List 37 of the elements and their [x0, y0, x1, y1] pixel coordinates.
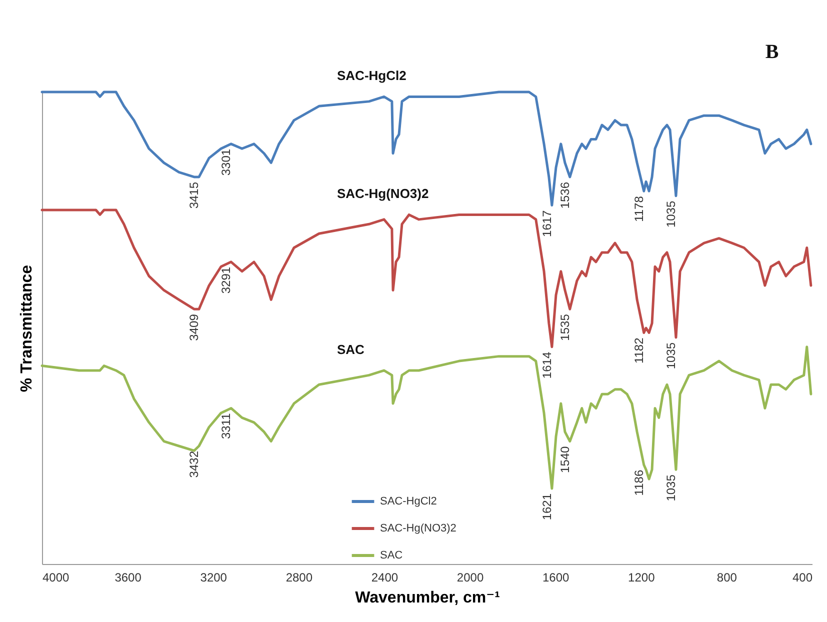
x-axis-title: Wavenumber, cm⁻¹ [355, 590, 500, 606]
annotation: 1182 [632, 337, 646, 364]
x-tick-label: 4000 [42, 570, 70, 584]
annotation: 1035 [664, 474, 678, 502]
text: B [765, 41, 779, 63]
annotation: 1614 [540, 352, 554, 379]
x-tick-label: 2800 [286, 570, 313, 584]
x-tick-label: 2000 [456, 570, 484, 584]
annotation: 3311 [219, 412, 234, 440]
text: SAC-HgCl2 [337, 68, 406, 83]
y-axis-title: % Transmittance [18, 264, 36, 392]
legend-label: SAC-Hg(NO3)2 [380, 522, 456, 534]
x-tick-label: 1200 [628, 570, 656, 584]
annotation: 3291 [219, 266, 234, 294]
annotation: 1035 [664, 200, 678, 228]
annotation: 3415 [186, 182, 201, 209]
x-tick-label: 3200 [200, 570, 228, 584]
annotation: 1035 [664, 342, 678, 370]
annotation: 3409 [186, 314, 201, 341]
annotation: 1540 [558, 446, 572, 473]
legend-label: SAC [380, 549, 403, 562]
annotation: 1178 [632, 196, 646, 222]
legend-label: SAC-HgCl2 [380, 495, 437, 508]
annotation: 1617 [540, 210, 554, 237]
x-tick-label: 1600 [542, 570, 570, 584]
annotation: 1536 [558, 182, 572, 209]
annotation: 3432 [186, 450, 201, 478]
annotation: 1621 [540, 493, 554, 520]
x-tick-label: 3600 [114, 570, 142, 584]
x-tick-label: 400 [792, 570, 813, 584]
text: SAC-Hg(NO3)2 [337, 186, 429, 201]
annotation: 3301 [219, 148, 234, 176]
text: SAC [337, 342, 364, 357]
annotation: 1186 [632, 470, 646, 496]
annotation: 1535 [558, 314, 572, 341]
x-tick-label: 2400 [371, 570, 398, 584]
x-tick-label: 800 [716, 570, 738, 584]
